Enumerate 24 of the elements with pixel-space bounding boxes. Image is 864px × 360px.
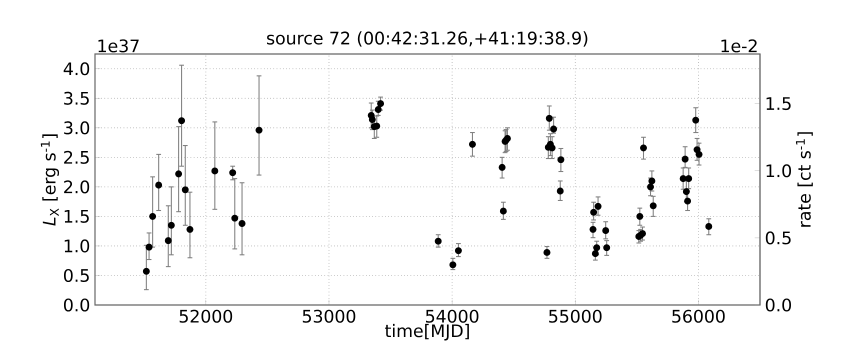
x-tick-label: 53000 [302, 310, 356, 323]
y2-axis-title: rate [ct s$^{-1}$] [796, 132, 813, 227]
y-tick-label: 0.0 [64, 298, 90, 312]
y2-tick-label: 0.5 [766, 231, 791, 244]
y-tick-label: 3.5 [64, 92, 89, 105]
chart-title: source 72 (00:42:31.26,+41:19:38.9) [267, 31, 588, 47]
y-tick-label: 3.0 [64, 121, 90, 134]
x-tick-label: 55000 [549, 310, 602, 323]
y-tick-label: 1.5 [64, 210, 89, 223]
y-tick-label: 0.5 [64, 268, 89, 282]
y-tick-label: 4.0 [64, 62, 90, 76]
y2-tick-label: 1.5 [766, 97, 791, 110]
y-tick-label: 1.0 [64, 239, 90, 252]
text: 1e-2 [721, 39, 757, 52]
x-tick-label: 52000 [180, 310, 232, 323]
y2-tick-label: 1.0 [766, 164, 791, 178]
x-tick-label: 56000 [672, 310, 725, 323]
text: 1e37 [98, 39, 139, 52]
x-axis-title: time[MJD] [385, 324, 469, 340]
y-axis-title: L$_{X}$ [erg s$^{-1}$] [40, 134, 60, 226]
y-tick-label: 2.5 [64, 150, 89, 164]
x-tick-label: 54000 [426, 310, 478, 323]
y2-tick-label: 0.0 [766, 298, 791, 312]
y-tick-label: 2.0 [64, 180, 90, 194]
